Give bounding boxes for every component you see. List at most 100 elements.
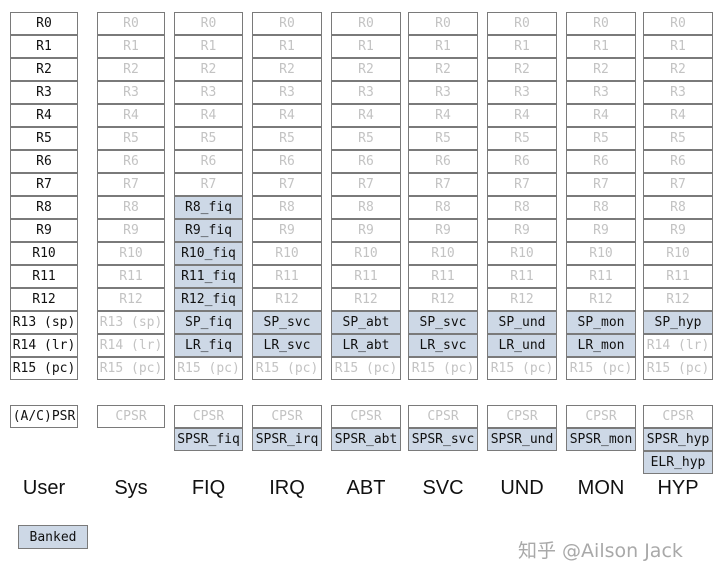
psr-cell: SPSR_und — [487, 428, 557, 451]
register-cell: R12 — [331, 288, 401, 311]
register-cell: R15 (pc) — [643, 357, 713, 380]
register-cell: R2 — [408, 58, 478, 81]
register-cell: R9_fiq — [174, 219, 243, 242]
psr-cell: (A/C)PSR — [10, 405, 78, 428]
register-cell: R5 — [174, 127, 243, 150]
register-cell: R4 — [252, 104, 322, 127]
register-cell: R11_fiq — [174, 265, 243, 288]
register-cell: R1 — [566, 35, 636, 58]
register-cell: R2 — [10, 58, 78, 81]
register-cell: R6 — [174, 150, 243, 173]
register-cell: LR_fiq — [174, 334, 243, 357]
register-cell: R8 — [252, 196, 322, 219]
register-cell: LR_und — [487, 334, 557, 357]
register-cell: R0 — [408, 12, 478, 35]
register-cell: R0 — [487, 12, 557, 35]
register-cell: R3 — [97, 81, 165, 104]
register-cell: SP_svc — [252, 311, 322, 334]
mode-label: ABT — [346, 476, 386, 499]
register-cell: R7 — [97, 173, 165, 196]
register-cell: R7 — [10, 173, 78, 196]
register-cell: R12 — [408, 288, 478, 311]
psr-cell: SPSR_abt — [331, 428, 401, 451]
register-cell: R10 — [408, 242, 478, 265]
register-cell: R7 — [566, 173, 636, 196]
register-cell: R15 (pc) — [252, 357, 322, 380]
register-cell: R4 — [97, 104, 165, 127]
register-cell: R10 — [331, 242, 401, 265]
register-cell: R0 — [566, 12, 636, 35]
register-cell: R6 — [331, 150, 401, 173]
register-cell: R8 — [408, 196, 478, 219]
register-cell: R4 — [487, 104, 557, 127]
mode-label: IRQ — [269, 476, 305, 499]
register-cell: R4 — [174, 104, 243, 127]
register-cell: SP_und — [487, 311, 557, 334]
psr-cell: ELR_hyp — [643, 451, 713, 474]
register-cell: R15 (pc) — [408, 357, 478, 380]
register-cell: R2 — [252, 58, 322, 81]
register-cell: R2 — [97, 58, 165, 81]
register-cell: R6 — [566, 150, 636, 173]
mode-label: HYP — [657, 476, 699, 499]
register-cell: R13 (sp) — [10, 311, 78, 334]
psr-cell: SPSR_mon — [566, 428, 636, 451]
psr-cell: CPSR — [487, 405, 557, 428]
register-cell: R5 — [252, 127, 322, 150]
register-cell: R6 — [10, 150, 78, 173]
register-cell: R7 — [643, 173, 713, 196]
register-cell: R10 — [566, 242, 636, 265]
register-cell: R1 — [331, 35, 401, 58]
register-cell: R15 (pc) — [331, 357, 401, 380]
register-cell: R2 — [331, 58, 401, 81]
register-cell: R4 — [10, 104, 78, 127]
register-cell: R5 — [408, 127, 478, 150]
register-cell: R5 — [566, 127, 636, 150]
register-cell: R8 — [331, 196, 401, 219]
register-cell: R8 — [97, 196, 165, 219]
register-cell: R1 — [97, 35, 165, 58]
register-cell: R1 — [643, 35, 713, 58]
register-cell: R10 — [10, 242, 78, 265]
register-cell: R8 — [566, 196, 636, 219]
register-cell: R12 — [10, 288, 78, 311]
register-cell: SP_mon — [566, 311, 636, 334]
register-cell: R14 (lr) — [643, 334, 713, 357]
register-cell: R4 — [408, 104, 478, 127]
register-cell: R3 — [566, 81, 636, 104]
register-cell: R8 — [643, 196, 713, 219]
register-cell: R9 — [97, 219, 165, 242]
register-cell: R1 — [10, 35, 78, 58]
register-cell: R8 — [10, 196, 78, 219]
register-cell: R15 (pc) — [566, 357, 636, 380]
register-cell: R11 — [487, 265, 557, 288]
mode-label: FIQ — [191, 476, 226, 499]
register-cell: R10 — [643, 242, 713, 265]
register-cell: R7 — [408, 173, 478, 196]
register-cell: R9 — [331, 219, 401, 242]
register-cell: R7 — [487, 173, 557, 196]
register-cell: LR_svc — [408, 334, 478, 357]
mode-label: UND — [500, 476, 544, 499]
register-cell: R9 — [487, 219, 557, 242]
psr-cell: CPSR — [252, 405, 322, 428]
register-cell: R0 — [643, 12, 713, 35]
register-cell: R1 — [408, 35, 478, 58]
register-cell: R2 — [566, 58, 636, 81]
register-cell: R6 — [487, 150, 557, 173]
register-cell: R15 (pc) — [97, 357, 165, 380]
legend-banked: Banked — [18, 525, 88, 549]
mode-label: Sys — [114, 476, 148, 499]
psr-cell: CPSR — [331, 405, 401, 428]
register-cell: R9 — [566, 219, 636, 242]
register-cell: R12 — [566, 288, 636, 311]
register-cell: R9 — [252, 219, 322, 242]
register-cell: R3 — [252, 81, 322, 104]
register-cell: R9 — [408, 219, 478, 242]
legend-banked-label: Banked — [29, 529, 77, 545]
psr-cell: SPSR_fiq — [174, 428, 243, 451]
register-cell: R3 — [643, 81, 713, 104]
mode-label: User — [22, 476, 66, 499]
register-cell: R11 — [97, 265, 165, 288]
register-cell: LR_svc — [252, 334, 322, 357]
